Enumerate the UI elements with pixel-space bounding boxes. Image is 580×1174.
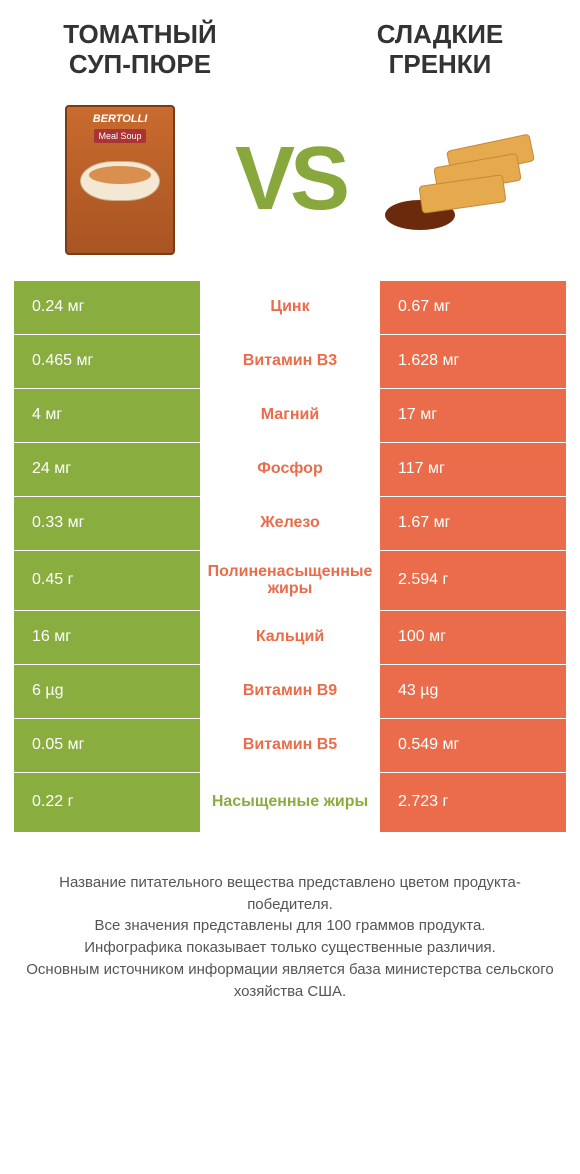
left-value: 0.465 мг [14, 335, 200, 388]
product-images-row: BERTOLLI Meal Soup VS [0, 90, 580, 280]
nutrient-name: Витамин B3 [200, 335, 380, 388]
left-value: 0.33 мг [14, 497, 200, 550]
nutrient-table: 0.24 мгЦинк0.67 мг0.465 мгВитамин B31.62… [14, 280, 566, 832]
right-value: 1.628 мг [380, 335, 566, 388]
nutrient-name: Насыщенные жиры [200, 773, 380, 832]
nutrient-name: Кальций [200, 611, 380, 664]
header: ТОМАТНЫЙ СУП-ПЮРЕ СЛАДКИЕ ГРЕНКИ [0, 0, 580, 90]
right-value: 0.549 мг [380, 719, 566, 772]
nutrient-name: Полиненасыщенные жиры [200, 551, 380, 610]
left-value: 0.22 г [14, 773, 200, 832]
left-value: 16 мг [14, 611, 200, 664]
nutrient-row: 0.22 гНасыщенные жиры2.723 г [14, 772, 566, 832]
vs-label: VS [235, 128, 345, 231]
right-value: 100 мг [380, 611, 566, 664]
left-product-image: BERTOLLI Meal Soup [40, 100, 200, 260]
left-value: 4 мг [14, 389, 200, 442]
footer-notes: Название питательного вещества представл… [0, 872, 580, 1003]
nutrient-row: 0.45 гПолиненасыщенные жиры2.594 г [14, 550, 566, 610]
left-value: 0.24 мг [14, 281, 200, 334]
left-value: 0.45 г [14, 551, 200, 610]
nutrient-name: Витамин B9 [200, 665, 380, 718]
left-product-title: ТОМАТНЫЙ СУП-ПЮРЕ [30, 20, 250, 80]
nutrient-row: 0.24 мгЦинк0.67 мг [14, 280, 566, 334]
nutrient-name: Железо [200, 497, 380, 550]
right-value: 117 мг [380, 443, 566, 496]
nutrient-row: 4 мгМагний17 мг [14, 388, 566, 442]
nutrient-name: Фосфор [200, 443, 380, 496]
left-value: 0.05 мг [14, 719, 200, 772]
nutrient-row: 0.05 мгВитамин B50.549 мг [14, 718, 566, 772]
right-value: 2.723 г [380, 773, 566, 832]
right-value: 2.594 г [380, 551, 566, 610]
nutrient-name: Магний [200, 389, 380, 442]
nutrient-row: 6 µgВитамин B943 µg [14, 664, 566, 718]
right-value: 43 µg [380, 665, 566, 718]
right-product-image [380, 100, 540, 260]
nutrient-row: 0.33 мгЖелезо1.67 мг [14, 496, 566, 550]
nutrient-row: 24 мгФосфор117 мг [14, 442, 566, 496]
footer-line: Основным источником информации является … [24, 959, 556, 1003]
right-product-title: СЛАДКИЕ ГРЕНКИ [330, 20, 550, 80]
footer-line: Название питательного вещества представл… [24, 872, 556, 916]
nutrient-name: Витамин B5 [200, 719, 380, 772]
left-value: 6 µg [14, 665, 200, 718]
nutrient-name: Цинк [200, 281, 380, 334]
right-value: 17 мг [380, 389, 566, 442]
nutrient-row: 16 мгКальций100 мг [14, 610, 566, 664]
footer-line: Инфографика показывает только существенн… [24, 937, 556, 959]
left-value: 24 мг [14, 443, 200, 496]
nutrient-row: 0.465 мгВитамин B31.628 мг [14, 334, 566, 388]
right-value: 1.67 мг [380, 497, 566, 550]
footer-line: Все значения представлены для 100 граммо… [24, 915, 556, 937]
soup-box-icon: BERTOLLI Meal Soup [65, 105, 175, 255]
toast-icon [380, 120, 540, 240]
right-value: 0.67 мг [380, 281, 566, 334]
